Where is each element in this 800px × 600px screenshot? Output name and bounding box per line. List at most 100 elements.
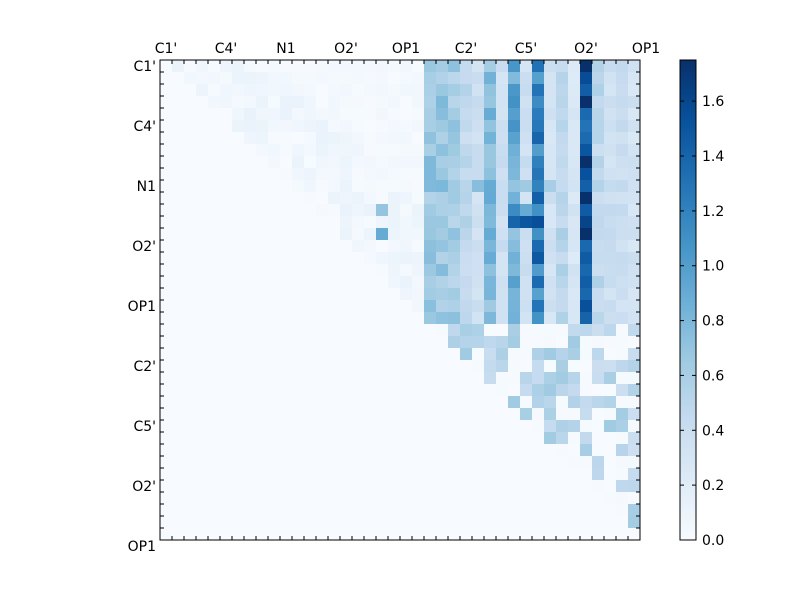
heatmap-cell <box>436 348 449 361</box>
heatmap-cell <box>592 420 605 433</box>
heatmap-cell <box>424 468 437 481</box>
heatmap-cell <box>592 60 605 73</box>
heatmap-cell <box>496 468 509 481</box>
heatmap-cell <box>316 420 329 433</box>
heatmap-cell <box>220 336 233 349</box>
heatmap-cell <box>580 480 593 493</box>
heatmap-cell <box>544 120 557 133</box>
heatmap-cell <box>196 456 209 469</box>
heatmap-cell <box>628 492 641 505</box>
heatmap-cell <box>604 156 617 169</box>
heatmap-cell <box>508 300 521 313</box>
heatmap-cell <box>256 252 269 265</box>
heatmap-cell <box>388 180 401 193</box>
heatmap-cell <box>628 108 641 121</box>
heatmap-cell <box>556 432 569 445</box>
heatmap-cell <box>460 216 473 229</box>
heatmap-cell <box>268 516 281 529</box>
heatmap-cell <box>544 348 557 361</box>
heatmap-cell <box>232 108 245 121</box>
x-tick-label: C2' <box>455 41 478 57</box>
heatmap-cell <box>256 288 269 301</box>
heatmap-cell <box>352 120 365 133</box>
heatmap-cell <box>328 528 341 541</box>
heatmap-cell <box>532 180 545 193</box>
heatmap-cell <box>424 132 437 145</box>
heatmap-cell <box>436 384 449 397</box>
heatmap-cell <box>160 264 173 277</box>
heatmap-cell <box>208 216 221 229</box>
heatmap-cell <box>328 312 341 325</box>
heatmap-cell <box>556 504 569 517</box>
heatmap-cell <box>604 168 617 181</box>
heatmap-cell <box>364 84 377 97</box>
heatmap-cell <box>472 60 485 73</box>
heatmap-cell <box>328 468 341 481</box>
heatmap-cell <box>604 120 617 133</box>
heatmap-cell <box>460 72 473 85</box>
heatmap-cell <box>160 480 173 493</box>
heatmap-cell <box>556 408 569 421</box>
heatmap-cell <box>364 384 377 397</box>
heatmap-cell <box>472 384 485 397</box>
heatmap-cell <box>328 444 341 457</box>
heatmap-cell <box>496 156 509 169</box>
heatmap-cell <box>208 372 221 385</box>
heatmap-cell <box>496 228 509 241</box>
heatmap-cell <box>556 372 569 385</box>
heatmap-cell <box>568 300 581 313</box>
heatmap-cell <box>592 348 605 361</box>
heatmap-cell <box>352 276 365 289</box>
heatmap-cell <box>388 60 401 73</box>
heatmap-cell <box>604 96 617 109</box>
heatmap-cell <box>172 492 185 505</box>
heatmap-cell <box>628 456 641 469</box>
heatmap-cell <box>304 516 317 529</box>
heatmap-cell <box>220 60 233 73</box>
heatmap-cell <box>412 456 425 469</box>
heatmap-cell <box>580 348 593 361</box>
heatmap-cell <box>352 96 365 109</box>
heatmap-cell <box>388 168 401 181</box>
heatmap-cell <box>616 288 629 301</box>
heatmap-cell <box>364 420 377 433</box>
heatmap-cell <box>256 336 269 349</box>
heatmap-cell <box>448 324 461 337</box>
heatmap-cell <box>256 300 269 313</box>
heatmap-cell <box>268 372 281 385</box>
colorbar-ticks: 0.00.20.40.60.81.01.21.41.6 <box>680 94 724 549</box>
heatmap-cell <box>388 96 401 109</box>
heatmap-cell <box>520 444 533 457</box>
heatmap-cell <box>172 216 185 229</box>
heatmap-cell <box>556 132 569 145</box>
heatmap-cell <box>172 456 185 469</box>
heatmap-cell <box>568 84 581 97</box>
heatmap-cell <box>460 120 473 133</box>
heatmap-cell <box>604 228 617 241</box>
x-tick-labels: C1' C4' N1 O2' OP1 C2' C5' O2' OP1 <box>155 41 660 57</box>
heatmap-cell <box>568 180 581 193</box>
heatmap-cell <box>292 276 305 289</box>
heatmap-cell <box>436 480 449 493</box>
heatmap-cell <box>508 216 521 229</box>
heatmap-cell <box>520 432 533 445</box>
heatmap-cell <box>364 528 377 541</box>
heatmap-cell <box>424 72 437 85</box>
heatmap-cell <box>508 168 521 181</box>
heatmap-cell <box>400 468 413 481</box>
heatmap-cell <box>244 72 257 85</box>
heatmap-cell <box>352 240 365 253</box>
heatmap-cell <box>220 480 233 493</box>
heatmap-cell <box>484 180 497 193</box>
heatmap-cell <box>460 84 473 97</box>
heatmap-cell <box>184 300 197 313</box>
heatmap-cell <box>256 408 269 421</box>
heatmap-cell <box>268 156 281 169</box>
heatmap-cell <box>628 480 641 493</box>
heatmap-cell <box>496 216 509 229</box>
heatmap-cell <box>508 156 521 169</box>
heatmap-cell <box>532 72 545 85</box>
heatmap-cell <box>544 240 557 253</box>
heatmap-cell <box>292 72 305 85</box>
heatmap-cell <box>544 108 557 121</box>
